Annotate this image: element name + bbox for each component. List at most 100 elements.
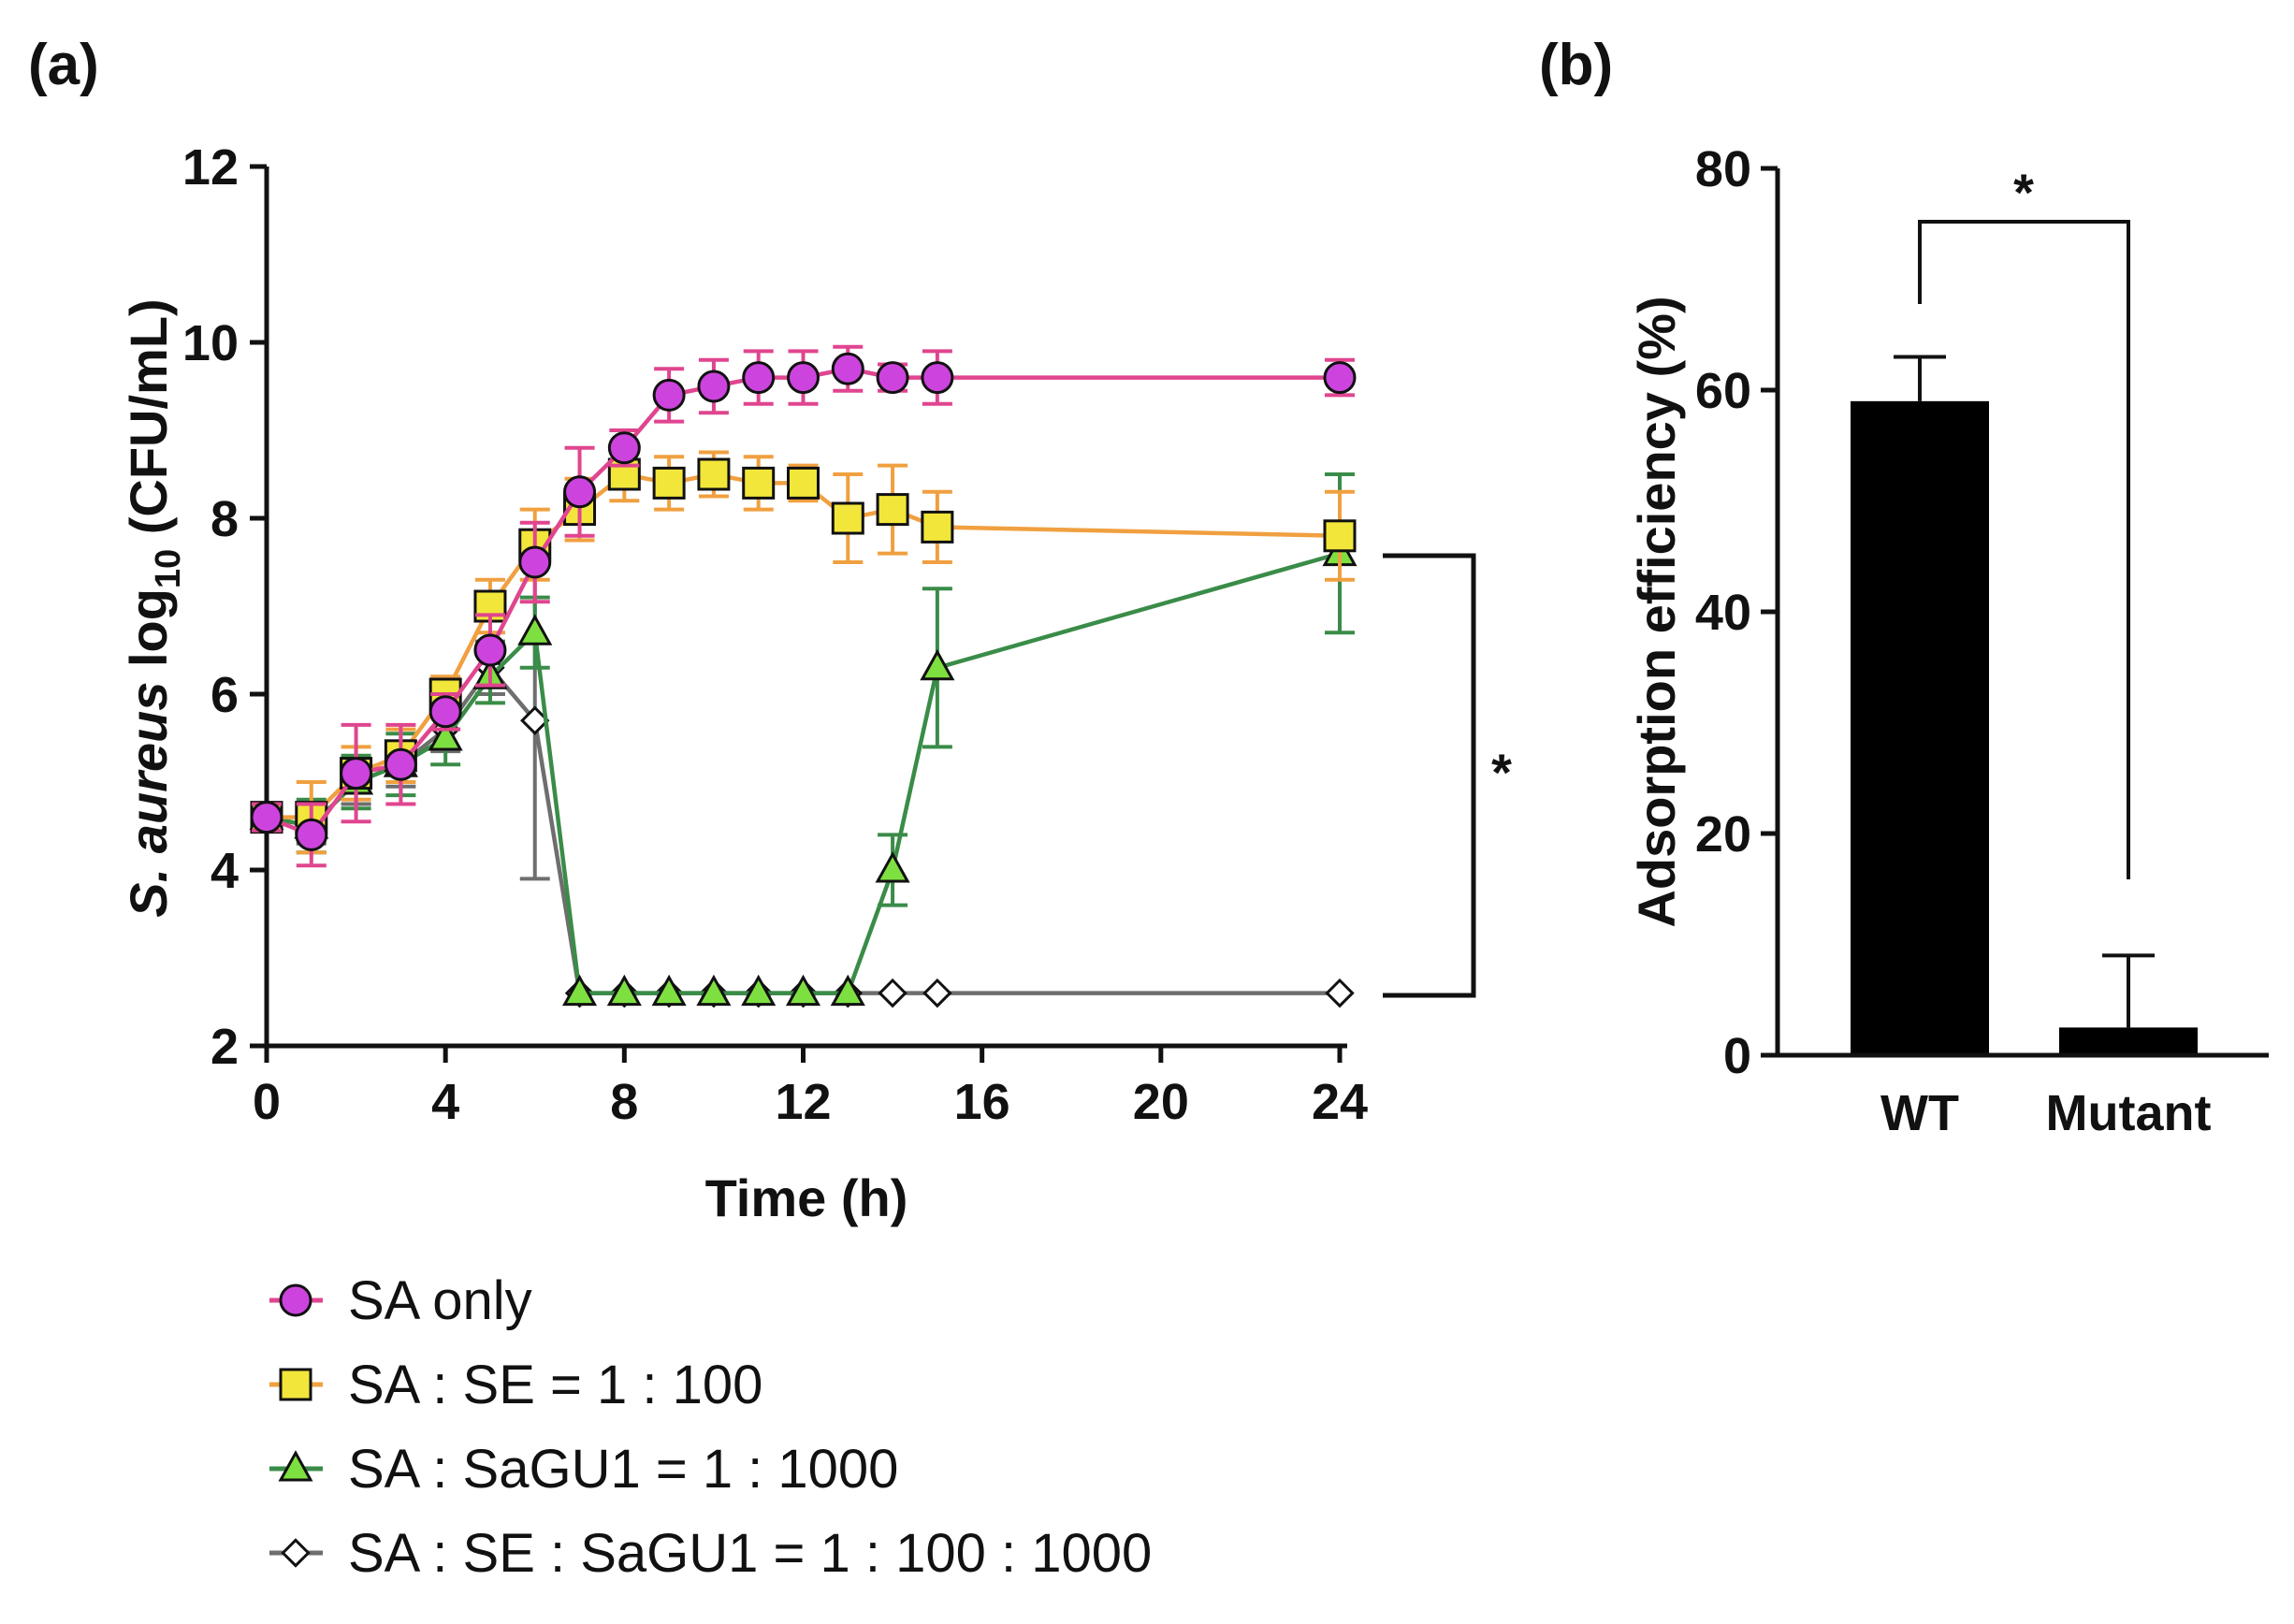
a-x-tick-label: 20	[1133, 1074, 1189, 1130]
b-x-tick-label: WT	[1880, 1085, 1959, 1141]
a-data-point	[696, 974, 732, 1007]
b-x-tick-label: Mutant	[2046, 1085, 2212, 1141]
a-x-tick-label: 16	[954, 1074, 1010, 1130]
a-data-point	[742, 361, 776, 395]
b-axis-ticks: 0 20 40 60 80	[1695, 141, 1778, 1084]
b-bar-wt	[1851, 400, 1989, 1056]
b-y-tick-label: 20	[1695, 806, 1751, 863]
a-series-line	[266, 366, 1340, 838]
a-data-point	[652, 378, 686, 412]
a-significance-bracket	[1383, 553, 1476, 998]
a-data-point	[651, 974, 687, 1007]
a-data-point	[787, 466, 820, 500]
a-data-point	[606, 974, 642, 1007]
legend-marker	[279, 1368, 312, 1401]
a-y-title-unit: (CFU/mL)	[119, 298, 178, 549]
a-data-point	[878, 978, 907, 1008]
a-y-tick-label: 10	[182, 315, 239, 371]
a-series-1	[250, 445, 1357, 855]
a-data-point	[518, 545, 552, 579]
a-x-axis-title: Time (h)	[705, 1168, 908, 1227]
a-series-0	[250, 344, 1357, 868]
b-y-axis-title: Adsorption efficiency (%)	[1627, 296, 1686, 927]
a-y-title-log: log	[119, 588, 178, 682]
a-x-tick-label: 0	[253, 1074, 281, 1130]
a-y-tick-label: 6	[211, 667, 239, 723]
a-x-tick-label: 4	[431, 1074, 459, 1130]
b-significance-bracket	[1918, 220, 2130, 879]
legend-marker	[281, 1538, 311, 1568]
a-data-point	[428, 719, 463, 751]
b-bars-group: WT Mutant	[1851, 355, 2212, 1141]
a-x-tick-label: 12	[775, 1074, 831, 1130]
a-x-tick-label: 24	[1312, 1074, 1368, 1130]
a-series-group	[249, 344, 1358, 1008]
legend-item-0: SA only	[269, 1270, 532, 1331]
b-y-tick-label: 60	[1695, 363, 1751, 419]
a-series-line	[266, 551, 1341, 995]
a-y-axis-title: S. aureus log10 (CFU/mL)	[119, 298, 188, 917]
legend-label: SA : SE = 1 : 100	[348, 1355, 762, 1415]
a-data-point	[876, 493, 909, 527]
a-data-point	[428, 695, 462, 729]
a-data-point	[384, 747, 417, 781]
a-series-3	[252, 560, 1355, 1008]
a-y-tick-label: 8	[211, 491, 239, 547]
legend: SA only SA : SE = 1 : 100 SA : SaGU1 = 1 :…	[269, 1270, 1152, 1584]
a-data-point	[922, 978, 952, 1008]
a-data-point	[517, 614, 553, 645]
b-significance-star: *	[2013, 163, 2034, 222]
a-y-tick-label: 4	[211, 843, 239, 899]
a-significance-star: *	[1491, 743, 1512, 802]
a-data-point	[250, 801, 283, 834]
a-data-point	[875, 851, 910, 883]
a-data-point	[563, 475, 597, 509]
a-data-point	[921, 361, 954, 395]
legend-label: SA only	[348, 1270, 532, 1331]
b-y-tick-label: 80	[1695, 141, 1751, 197]
a-data-point	[295, 818, 328, 851]
a-data-point	[831, 501, 864, 535]
legend-item-1: SA : SE = 1 : 100	[269, 1355, 762, 1415]
a-data-point	[607, 431, 641, 465]
a-data-point	[1325, 978, 1355, 1008]
a-data-point	[652, 466, 686, 500]
a-data-point	[920, 648, 955, 681]
panel-label-b: (b)	[1539, 33, 1613, 97]
a-data-point	[340, 757, 373, 790]
a-data-point	[787, 361, 820, 395]
a-data-point	[921, 510, 954, 544]
a-data-point	[1323, 361, 1357, 395]
panel-label-a: (a)	[28, 33, 99, 97]
b-y-tick-label: 40	[1695, 585, 1751, 641]
b-y-tick-label: 0	[1723, 1028, 1751, 1084]
bar-chart-b: 0 20 40 60 80 WT Mutant * Adsorption efficien…	[1627, 141, 2269, 1141]
legend-item-3: SA : SE : SaGU1 = 1 : 100 : 1000	[269, 1523, 1152, 1584]
a-data-point	[741, 974, 777, 1007]
a-data-point	[830, 974, 865, 1007]
legend-label: SA : SE : SaGU1 = 1 : 100 : 1000	[348, 1523, 1152, 1584]
a-data-point	[697, 457, 731, 491]
a-y-title-sub: 10	[149, 549, 188, 588]
b-bar-mutant	[2059, 1027, 2198, 1055]
a-data-point	[831, 352, 864, 385]
a-data-point	[1323, 519, 1357, 553]
a-data-point	[697, 370, 731, 403]
a-y-tick-label: 12	[182, 139, 239, 196]
a-y-tick-label: 2	[211, 1019, 239, 1075]
a-y-title-italic: S. aureus	[119, 682, 178, 918]
legend-item-2: SA : SaGU1 = 1 : 1000	[269, 1439, 898, 1500]
a-data-point	[876, 361, 909, 395]
a-data-point	[742, 466, 776, 500]
a-x-tick-label: 8	[610, 1074, 638, 1130]
a-series-line	[267, 471, 1341, 819]
a-data-point	[561, 974, 598, 1007]
legend-marker	[278, 1450, 313, 1482]
a-data-point	[785, 974, 821, 1007]
legend-label: SA : SaGU1 = 1 : 1000	[348, 1439, 898, 1500]
legend-marker	[279, 1283, 312, 1317]
a-data-point	[473, 633, 507, 667]
